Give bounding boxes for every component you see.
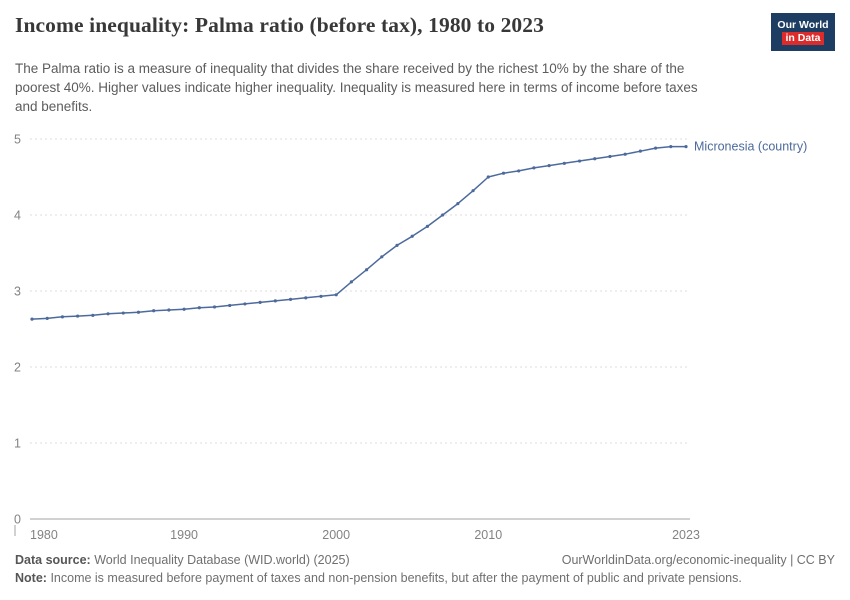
note-text: Income is measured before payment of tax…	[50, 571, 742, 586]
data-point[interactable]	[304, 295, 308, 300]
data-source-text: World Inequality Database (WID.world) (2…	[94, 552, 350, 567]
x-tick-label: 2010	[474, 528, 502, 542]
data-point[interactable]	[273, 298, 277, 303]
data-point[interactable]	[471, 188, 475, 192]
x-tick-label: 1980	[30, 528, 58, 542]
data-point[interactable]	[91, 313, 95, 317]
data-point[interactable]	[593, 156, 597, 161]
data-point[interactable]	[425, 224, 430, 228]
data-point[interactable]	[684, 144, 688, 148]
x-tick-label: 2000	[322, 528, 350, 542]
data-point[interactable]	[380, 254, 384, 259]
data-point[interactable]	[653, 146, 658, 150]
data-point[interactable]	[106, 311, 110, 316]
chart-subtitle: The Palma ratio is a measure of inequali…	[15, 61, 698, 114]
data-point[interactable]	[562, 161, 566, 165]
y-tick-label: 0	[14, 512, 21, 526]
data-point[interactable]	[623, 152, 627, 156]
page-title: Income inequality: Palma ratio (before t…	[15, 13, 544, 37]
data-point[interactable]	[349, 279, 353, 284]
header: Income inequality: Palma ratio (before t…	[0, 0, 850, 51]
data-point[interactable]	[136, 310, 141, 314]
data-source-label: Data source:	[15, 552, 91, 567]
data-point[interactable]	[395, 243, 399, 247]
data-point[interactable]	[441, 213, 445, 217]
data-point[interactable]	[334, 292, 338, 297]
data-point[interactable]	[410, 234, 414, 238]
chart-area: 0 1 2 3 4 5 1980 1990 2000 2010 2023 Micronesia (co…	[0, 123, 850, 543]
data-point[interactable]	[152, 308, 156, 313]
data-source: Data source: World Inequality Database (…	[15, 551, 350, 570]
data-point[interactable]	[365, 267, 369, 271]
data-point[interactable]	[212, 305, 217, 309]
y-tick-label: 4	[14, 208, 21, 222]
y-tick-label: 1	[14, 436, 21, 450]
x-tick-label: 2023	[672, 528, 700, 542]
x-tick-label: 1990	[170, 528, 198, 542]
data-point[interactable]	[532, 165, 536, 170]
data-point[interactable]	[638, 149, 642, 153]
data-point[interactable]	[577, 159, 582, 163]
data-point[interactable]	[288, 297, 293, 301]
series-label[interactable]: Micronesia (country)	[694, 139, 807, 153]
data-point[interactable]	[121, 311, 125, 315]
data-point[interactable]	[76, 314, 80, 318]
data-point[interactable]	[45, 316, 49, 320]
logo-line1: Our World	[777, 18, 829, 31]
y-tick-label: 5	[14, 132, 21, 146]
attribution-link[interactable]: OurWorldinData.org/economic-inequality |…	[561, 552, 835, 567]
data-point[interactable]	[517, 168, 521, 173]
data-point[interactable]	[486, 175, 490, 179]
footer-source-row: Data source: World Inequality Database (…	[15, 551, 835, 570]
footer: Data source: World Inequality Database (…	[0, 543, 850, 589]
y-tick-label: 3	[14, 284, 21, 298]
data-point[interactable]	[182, 307, 186, 311]
note-label: Note:	[15, 571, 47, 586]
chart-svg[interactable]: 0 1 2 3 4 5 1980 1990 2000 2010 2023 Micronesia (co…	[0, 123, 850, 543]
data-point[interactable]	[60, 314, 65, 319]
y-tick-label: 2	[14, 360, 21, 374]
data-point[interactable]	[608, 154, 612, 158]
data-point[interactable]	[547, 163, 551, 167]
footer-note-row: Note: Income is measured before payment …	[15, 569, 835, 588]
data-point[interactable]	[197, 305, 201, 309]
data-point[interactable]	[501, 171, 506, 175]
data-point[interactable]	[30, 317, 34, 321]
data-point[interactable]	[669, 144, 673, 148]
series-line[interactable]	[31, 145, 686, 320]
data-point[interactable]	[456, 201, 460, 205]
owid-logo[interactable]: Our World in Data	[771, 13, 835, 51]
logo-line2: in Data	[782, 32, 824, 45]
data-point[interactable]	[167, 308, 171, 312]
data-point[interactable]	[243, 301, 247, 306]
data-point[interactable]	[258, 300, 262, 304]
data-point[interactable]	[319, 294, 323, 298]
data-point[interactable]	[228, 303, 232, 307]
